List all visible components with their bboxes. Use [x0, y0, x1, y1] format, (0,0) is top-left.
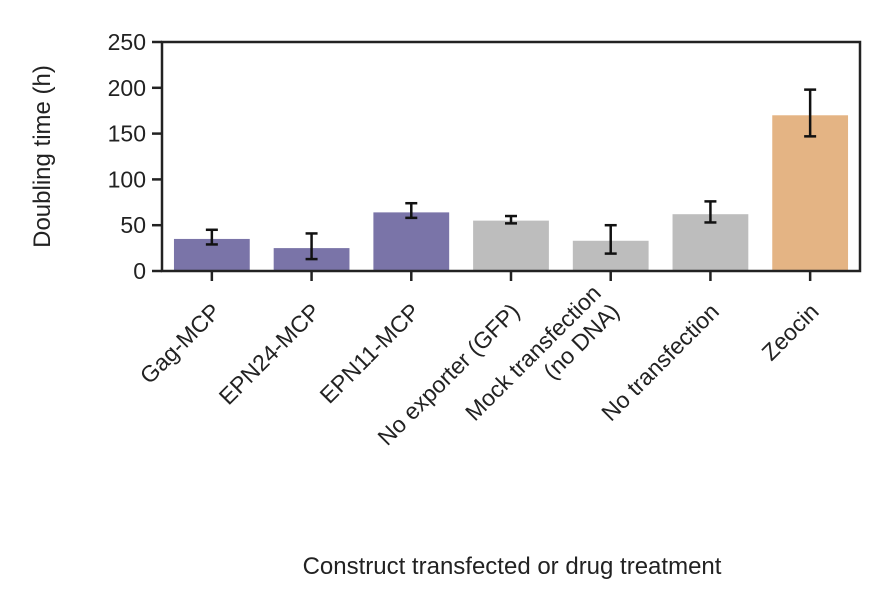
error-bar: [804, 88, 817, 138]
error-bar: [505, 214, 517, 225]
y-tick-label: 50: [120, 212, 146, 238]
error-bar: [704, 200, 717, 224]
x-tick-label: Zeocin: [756, 298, 823, 365]
error-bar: [205, 228, 218, 246]
error-bar: [405, 201, 418, 220]
bars-layer: [173, 115, 849, 271]
error-bars-layer: [205, 88, 817, 261]
y-axis: 0 50 100 150 200 250: [108, 29, 162, 284]
error-bar: [604, 223, 617, 255]
y-tick-label: 100: [108, 166, 146, 192]
y-tick-label: 200: [108, 75, 146, 101]
bar: [373, 212, 450, 271]
x-tick-label: Gag-MCP: [135, 298, 226, 389]
y-axis-label: Doubling time (h): [29, 65, 56, 248]
y-tick-label: 0: [133, 258, 146, 284]
x-tick-label: Mock transfection(no DNA): [460, 280, 624, 444]
bar: [473, 220, 549, 271]
error-bar: [305, 232, 318, 261]
x-tick-label: EPN11-MCP: [315, 298, 425, 408]
bar: [772, 115, 849, 271]
y-tick-label: 250: [108, 29, 146, 55]
x-tick-label: EPN24-MCP: [214, 298, 325, 409]
y-tick-label: 150: [108, 121, 146, 147]
x-axis-label: Construct transfected or drug treatment: [303, 553, 722, 580]
